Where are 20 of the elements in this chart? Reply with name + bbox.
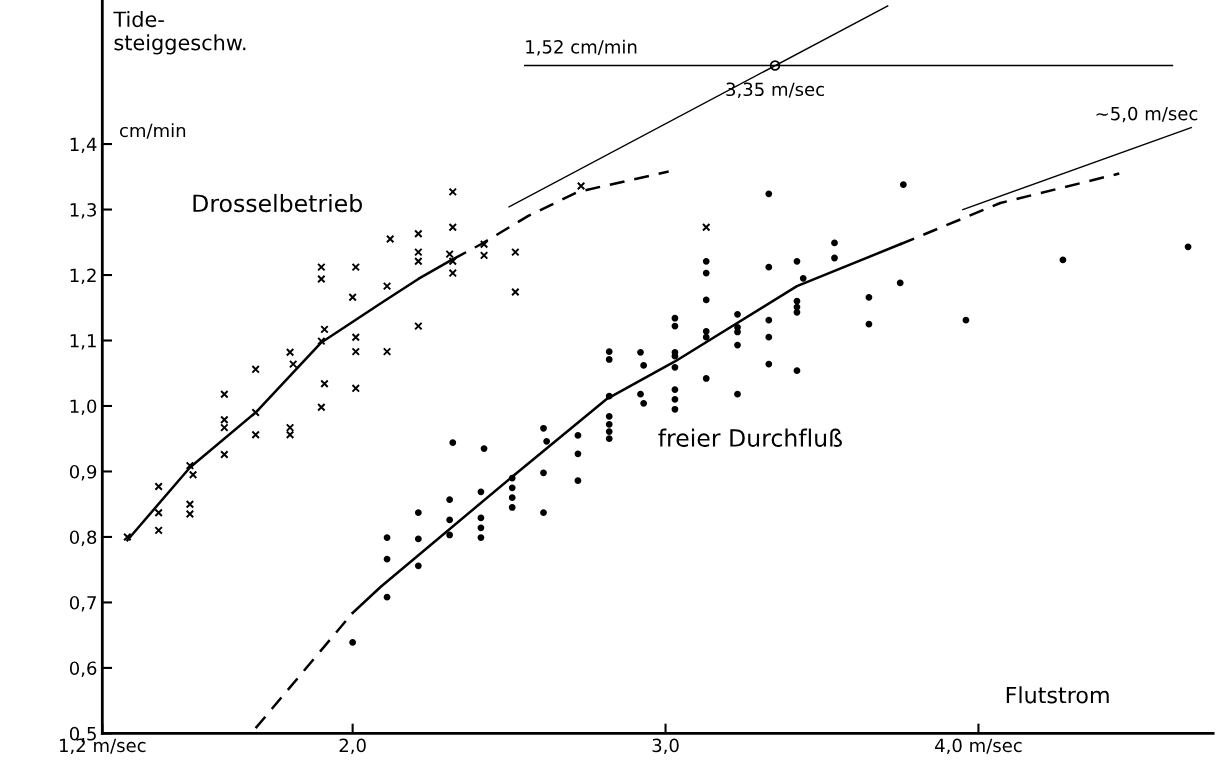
y-tick-label: 1,1 bbox=[70, 334, 96, 350]
x-tick-label: 2,0 bbox=[339, 738, 366, 755]
y-tick-label: 0,7 bbox=[69, 595, 96, 612]
y-tick-label: 0,6 bbox=[69, 661, 97, 677]
annotation: cm/min bbox=[119, 123, 186, 139]
y-tick-label: 1,0 bbox=[70, 399, 97, 415]
y-tick-label: 1,2 bbox=[70, 268, 96, 284]
y-axis-title: Tide- steiggeschw. bbox=[113, 11, 246, 55]
annotation: ~5,0 m/sec bbox=[1096, 106, 1198, 123]
annotation: 3,35 m/sec bbox=[726, 82, 824, 98]
series-label: freier Durchfluß bbox=[658, 428, 842, 447]
x-tick-label: 4,0 m/sec bbox=[935, 738, 1022, 755]
series-label: Drosselbetrieb bbox=[193, 193, 362, 213]
x-tick-label: 3,0 bbox=[652, 738, 679, 755]
x-axis-title: Flutstrom bbox=[1006, 686, 1109, 704]
y-tick-label: 1,4 bbox=[70, 137, 97, 154]
y-tick-label: 1,3 bbox=[70, 203, 96, 219]
y-tick-label: 0,9 bbox=[69, 464, 97, 481]
y-tick-label: 0,8 bbox=[69, 530, 97, 546]
annotation: 1,52 cm/min bbox=[526, 39, 637, 56]
